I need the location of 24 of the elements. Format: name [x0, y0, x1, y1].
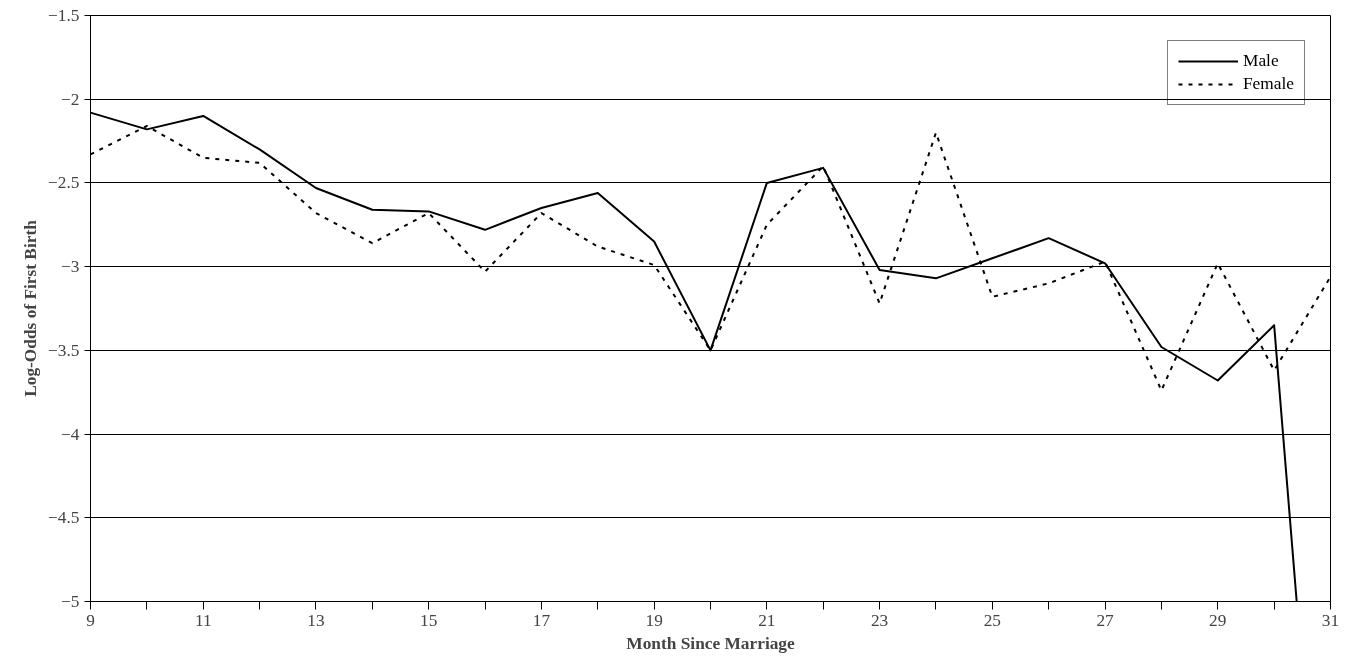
x-tick-label: 23	[870, 610, 889, 630]
y-tick-label: −1.5	[48, 6, 80, 25]
x-axis-title: Month Since Marriage	[626, 633, 796, 653]
y-tick-label: −2	[61, 89, 80, 109]
x-tick-label: 17	[532, 610, 551, 630]
x-tick-label: 15	[420, 610, 438, 630]
x-tick-label: 25	[983, 610, 1001, 630]
x-tick-label: 21	[758, 610, 776, 630]
x-tick-label: 9	[86, 610, 95, 630]
x-tick-label: 29	[1209, 610, 1227, 630]
y-tick-label: −3.5	[48, 340, 80, 360]
y-axis-title: Log-Odds of First Birth	[21, 219, 41, 397]
legend-label: Female	[1242, 74, 1294, 94]
y-tick-label: −3	[61, 257, 80, 277]
x-tick-label: 11	[194, 610, 212, 630]
legend-label: Male	[1242, 51, 1279, 71]
x-tick-label: 19	[645, 610, 663, 630]
x-tick-label: 27	[1096, 610, 1115, 630]
x-tick-label: 13	[307, 610, 325, 630]
x-tick-label: 31	[1321, 610, 1340, 630]
y-tick-label: −4.5	[48, 508, 80, 528]
y-tick-label: −2.5	[48, 173, 80, 193]
y-tick-label: −5	[61, 592, 80, 611]
y-tick-label: −4	[61, 424, 80, 444]
